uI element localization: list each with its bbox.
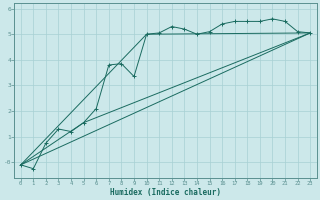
X-axis label: Humidex (Indice chaleur): Humidex (Indice chaleur): [110, 188, 221, 197]
